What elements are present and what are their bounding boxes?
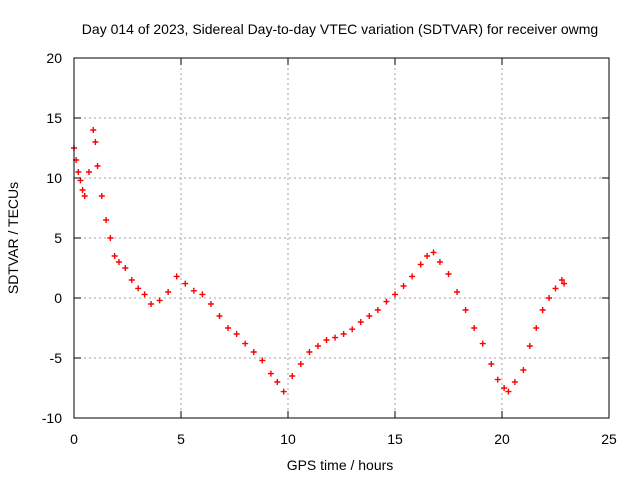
data-point <box>182 280 189 287</box>
data-point <box>392 291 398 298</box>
data-point <box>357 319 364 325</box>
data-point <box>454 289 461 295</box>
data-point <box>332 334 339 341</box>
data-point <box>289 373 296 379</box>
data-point <box>436 259 443 265</box>
x-tick-label: 10 <box>280 431 296 447</box>
data-point <box>135 285 142 292</box>
data-point <box>107 235 114 241</box>
data-point <box>98 193 105 199</box>
data-point <box>462 307 469 313</box>
x-tick-label: 5 <box>177 431 185 447</box>
data-point <box>242 340 249 347</box>
data-point <box>558 277 565 283</box>
data-point <box>81 193 88 199</box>
data-point <box>526 343 533 349</box>
data-point <box>505 388 512 395</box>
data-point <box>216 313 223 319</box>
data-point <box>430 249 437 256</box>
data-point <box>173 273 180 280</box>
data-point <box>250 349 257 355</box>
data-point <box>297 361 304 367</box>
data-point <box>552 285 559 292</box>
data-point <box>520 367 527 373</box>
data-point <box>94 163 101 169</box>
data-point <box>533 325 540 331</box>
y-tick-label: 10 <box>46 170 62 186</box>
data-point <box>400 283 407 289</box>
data-point <box>199 291 206 298</box>
data-point <box>75 169 82 175</box>
y-tick-label: 5 <box>54 230 62 246</box>
data-point <box>122 265 129 271</box>
data-point <box>141 291 148 298</box>
data-point <box>111 253 118 259</box>
data-point <box>207 301 214 307</box>
data-point <box>479 340 486 347</box>
data-point <box>501 385 508 391</box>
y-tick-label: -5 <box>50 350 63 366</box>
data-point <box>115 259 122 265</box>
data-point <box>233 331 240 337</box>
x-tick-label: 15 <box>387 431 403 447</box>
data-point <box>471 325 478 331</box>
data-point <box>280 388 287 395</box>
data-point <box>561 280 568 287</box>
data-point <box>306 349 313 355</box>
data-point <box>85 169 92 175</box>
data-point <box>274 379 281 385</box>
y-tick-label: -10 <box>42 410 62 426</box>
y-tick-label: 20 <box>46 50 62 66</box>
data-point <box>409 273 416 280</box>
data-point <box>417 261 424 268</box>
data-point <box>323 337 330 343</box>
data-point <box>225 325 232 331</box>
data-point <box>374 307 381 313</box>
x-tick-label: 0 <box>70 431 78 447</box>
data-point <box>424 253 431 259</box>
data-point <box>340 331 347 337</box>
data-point <box>511 379 518 385</box>
data-point <box>92 139 99 145</box>
data-point <box>156 297 163 304</box>
data-point <box>366 313 373 319</box>
data-point <box>79 187 86 193</box>
data-point <box>103 217 110 223</box>
data-point <box>383 298 390 305</box>
data-point <box>539 307 546 313</box>
data-point <box>546 295 553 301</box>
data-point <box>349 326 356 333</box>
x-axis-label: GPS time / hours <box>287 457 394 473</box>
data-point <box>90 127 97 133</box>
data-point <box>494 376 501 383</box>
data-marks <box>71 127 568 395</box>
grid-lines <box>74 58 609 418</box>
data-point <box>148 301 155 307</box>
y-axis-label: SDTVAR / TECUs <box>5 182 21 294</box>
data-point <box>314 343 321 349</box>
data-point <box>488 361 495 367</box>
x-tick-label: 20 <box>494 431 510 447</box>
data-point <box>190 287 197 294</box>
y-tick-label: 15 <box>46 110 62 126</box>
data-point <box>267 370 274 377</box>
data-point <box>128 277 135 283</box>
y-tick-label: 0 <box>54 290 62 306</box>
axis-ticks: 0 5 10 15 20 25 -10 -5 0 5 10 15 20 <box>42 50 617 447</box>
x-tick-label: 25 <box>601 431 617 447</box>
chart-title: Day 014 of 2023, Sidereal Day-to-day VTE… <box>82 21 598 37</box>
data-point <box>259 357 266 364</box>
data-point <box>165 289 172 295</box>
data-point <box>445 271 452 277</box>
